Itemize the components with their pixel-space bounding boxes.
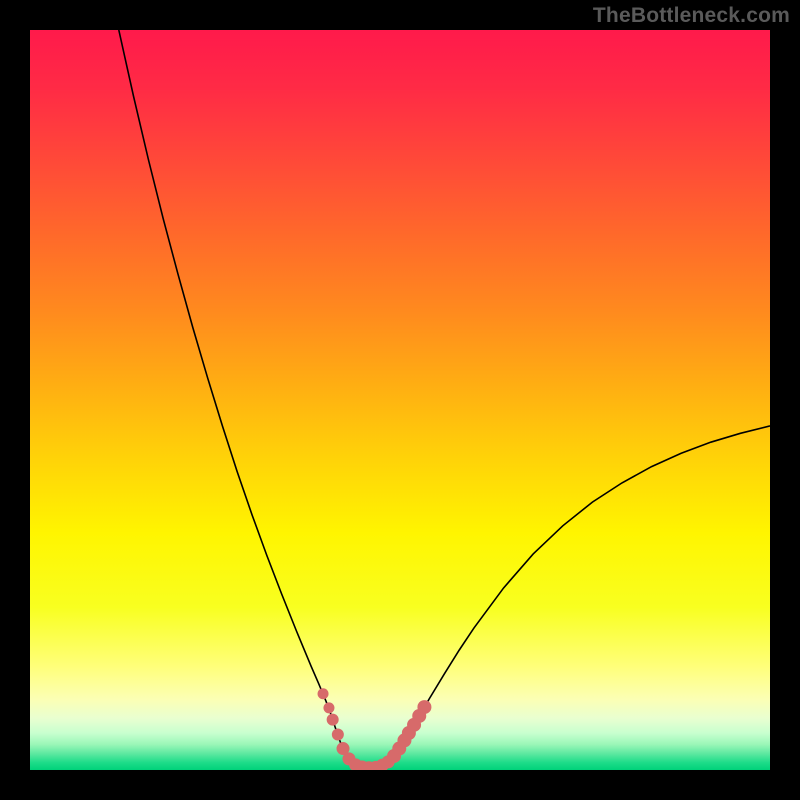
data-marker [323, 702, 334, 713]
bottleneck-chart [30, 30, 770, 770]
watermark-text: TheBottleneck.com [593, 4, 790, 28]
chart-frame: TheBottleneck.com [0, 0, 800, 800]
data-marker [417, 700, 431, 714]
data-marker [332, 728, 344, 740]
data-marker [327, 714, 339, 726]
gradient-background [30, 30, 770, 770]
data-marker [318, 688, 329, 699]
plot-area [30, 30, 770, 770]
